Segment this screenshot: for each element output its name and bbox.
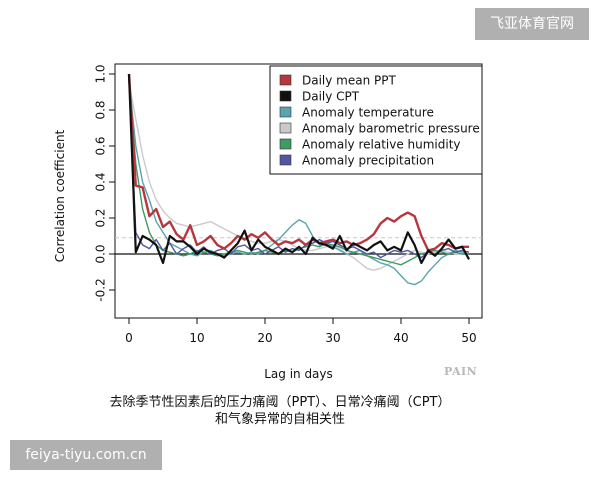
chart-legend: Daily mean PPT Daily CPT Anomaly temperatu… xyxy=(269,65,483,175)
y-tick-label: 0.0 xyxy=(94,244,108,263)
legend-entry: Anomaly temperature xyxy=(302,106,434,120)
legend-box xyxy=(269,65,483,175)
legend-entry: Anomaly barometric pressure xyxy=(302,122,480,136)
series-line-daily-cpt xyxy=(127,73,470,265)
x-tick-label: 20 xyxy=(257,331,272,345)
x-tick-label: 30 xyxy=(325,331,340,345)
plot-frame xyxy=(114,63,483,319)
x-axis-label: Lag in days xyxy=(264,367,333,381)
y-tick-label: 0.4 xyxy=(94,172,108,191)
legend-swatch xyxy=(279,122,292,134)
series-line-anomaly-temperature xyxy=(128,81,470,286)
x-tick-label: 0 xyxy=(125,331,133,345)
legend-swatch xyxy=(279,90,292,102)
figure-caption: 去除季节性因素后的压力痛阈（PPT）、日常冷痛阈（CPT） 和气象异常的自相关性 xyxy=(0,394,560,428)
legend-entry: Daily CPT xyxy=(302,90,360,104)
legend-swatch xyxy=(279,106,292,118)
series-line-anomaly-relative-humidity xyxy=(128,79,469,266)
y-tick-label: 0.6 xyxy=(94,136,108,155)
caption-line-2: 和气象异常的自相关性 xyxy=(214,412,345,427)
series-lines xyxy=(127,73,470,286)
series-line-daily-mean-ppt xyxy=(127,73,469,252)
x-tick-label: 10 xyxy=(189,331,204,345)
y-tick-label: 1.0 xyxy=(94,64,108,83)
legend-swatch xyxy=(279,154,292,166)
y-tick-label: 0.8 xyxy=(94,100,108,119)
chart-axes: -0.2 0.0 0.2 0.4 0.6 0.8 1.0 0 10 20 30 40 50 xyxy=(94,63,483,345)
legend-entry: Anomaly precipitation xyxy=(302,154,434,168)
watermark-bottom: feiya-tiyu.com.cn xyxy=(10,440,162,470)
y-tick-label: 0.2 xyxy=(94,208,108,227)
y-tick-label: -0.2 xyxy=(94,278,108,301)
legend-swatch xyxy=(279,138,292,150)
legend-entry: Anomaly relative humidity xyxy=(302,138,461,152)
legend-entry: Daily mean PPT xyxy=(302,74,396,88)
journal-mark: PAIN xyxy=(444,365,478,378)
x-tick-label: 40 xyxy=(393,331,408,345)
series-line-anomaly-precipitation xyxy=(128,77,470,259)
x-tick-label: 50 xyxy=(461,331,476,345)
legend-swatch xyxy=(279,74,292,86)
y-axis-label: Correlation coefficient xyxy=(53,129,67,262)
caption-line-1: 去除季节性因素后的压力痛阈（PPT）、日常冷痛阈（CPT） xyxy=(109,395,451,410)
watermark-top: 飞亚体育官网 xyxy=(475,8,589,40)
